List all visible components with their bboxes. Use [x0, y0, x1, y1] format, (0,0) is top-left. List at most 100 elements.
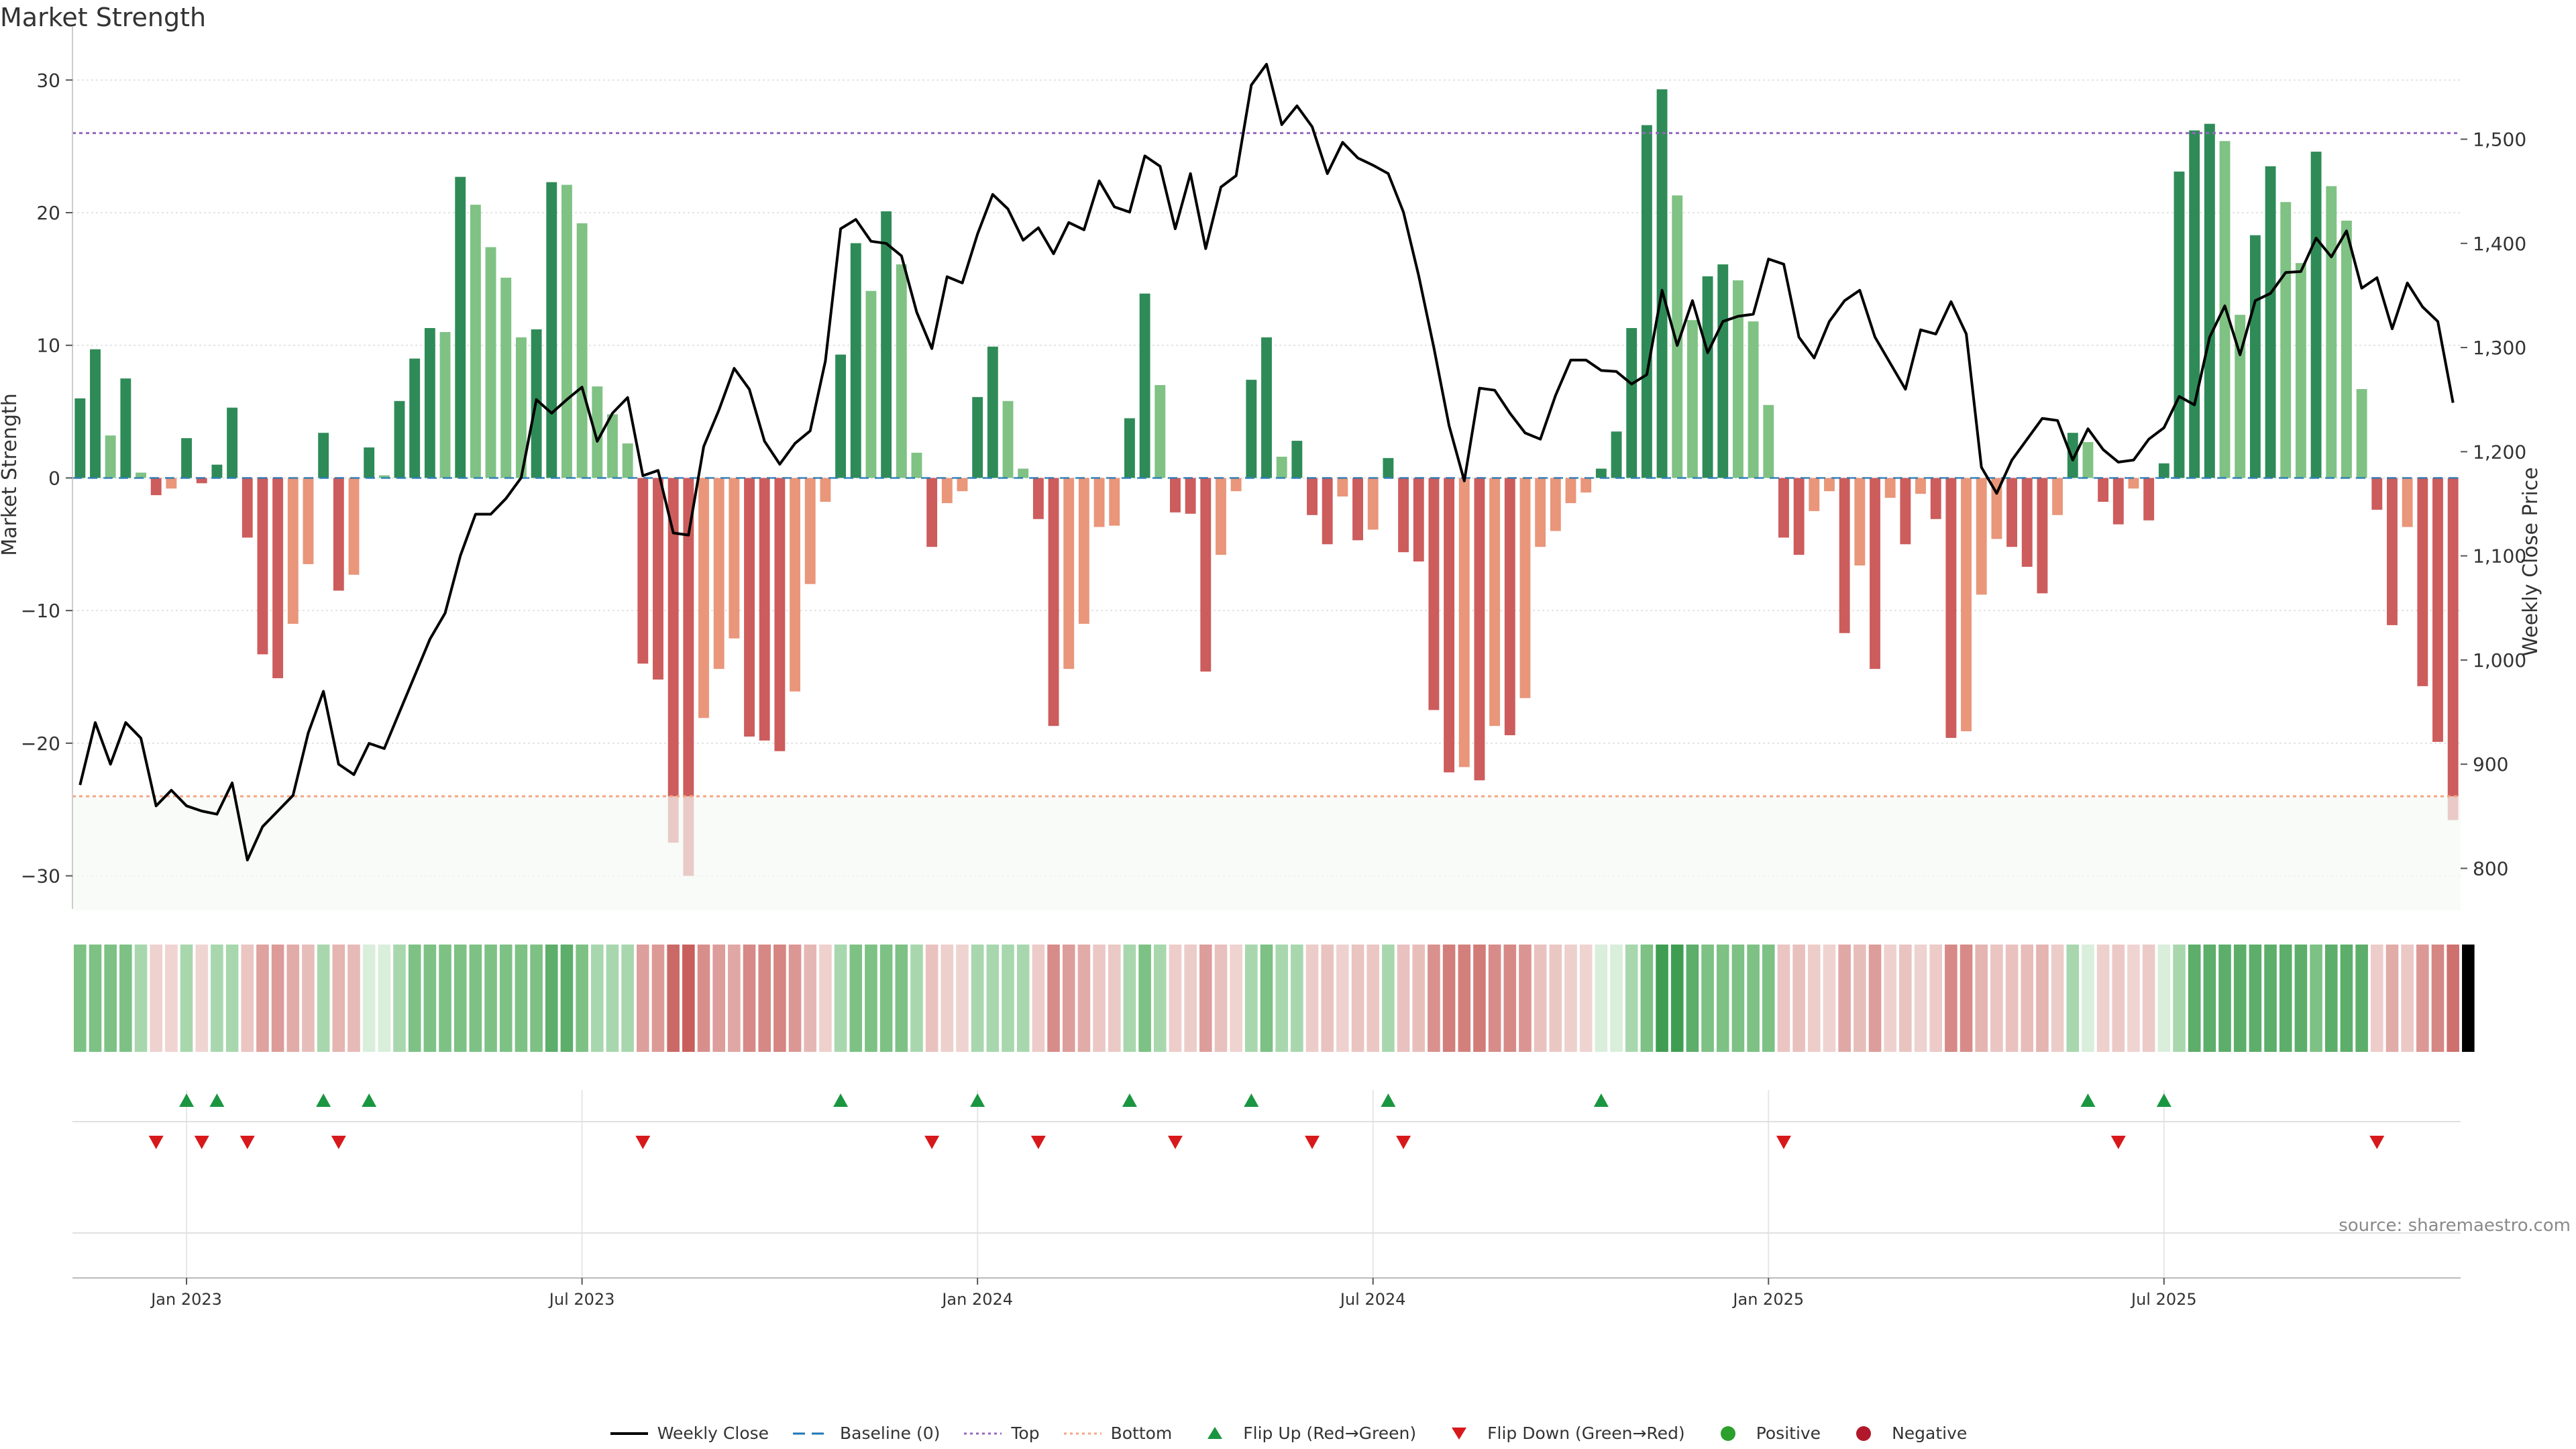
strength-bar	[607, 414, 618, 478]
strength-bar	[1900, 478, 1911, 545]
strength-bar	[120, 378, 131, 478]
strength-bar	[653, 478, 663, 680]
strength-bar	[211, 464, 223, 478]
heat-cell	[758, 945, 771, 1052]
flip-down-marker	[331, 1136, 346, 1149]
heat-cell	[2264, 945, 2277, 1052]
legend-label: Flip Up (Red→Green)	[1243, 1424, 1417, 1443]
heat-cell	[2142, 945, 2155, 1052]
strength-bar	[2280, 202, 2292, 478]
y2-tick-label: 1,100	[2473, 545, 2526, 568]
strength-bar	[881, 211, 892, 478]
flip-up-marker	[2080, 1093, 2096, 1107]
heat-cell	[1002, 945, 1014, 1052]
heat-cell	[180, 945, 193, 1052]
heat-cell	[1579, 945, 1593, 1052]
heat-cell	[1291, 945, 1303, 1052]
heat-cell	[849, 945, 863, 1052]
strength-bar	[2447, 478, 2459, 820]
heat-cell	[637, 945, 649, 1052]
strength-bar	[1352, 478, 1363, 541]
heat-cell	[499, 945, 513, 1052]
strength-bar	[1032, 478, 1044, 519]
strength-bar	[1444, 478, 1455, 773]
flip-up-marker	[179, 1093, 195, 1107]
y2-tick-label: 1,400	[2473, 233, 2526, 255]
heat-cell	[2082, 945, 2094, 1052]
heat-cell	[1260, 945, 1273, 1052]
heat-cell	[1975, 945, 1988, 1052]
strength-bar	[1398, 478, 1409, 553]
heat-cell	[332, 945, 345, 1052]
heat-cell	[302, 945, 315, 1052]
strength-bar	[744, 478, 755, 737]
heat-cell	[378, 945, 391, 1052]
grid-layer	[72, 79, 2461, 1278]
legend-icon	[1720, 1426, 1735, 1441]
heat-cell	[1351, 945, 1364, 1052]
flip-down-marker	[1776, 1136, 1791, 1149]
strength-bar	[561, 184, 572, 478]
heat-cell	[621, 945, 634, 1052]
heat-cell	[2036, 945, 2049, 1052]
strength-bar	[2021, 478, 2033, 567]
heat-cell	[286, 945, 300, 1052]
legend: Weekly Close Baseline (0) Top Bottom Flip Up…	[0, 1424, 2576, 1443]
legend-item: Bottom	[1063, 1424, 1172, 1443]
strength-bar	[1458, 478, 1470, 767]
strength-bar	[1230, 478, 1242, 492]
flip-up-marker	[833, 1093, 849, 1107]
strength-bar	[576, 223, 588, 478]
heat-cell	[469, 945, 482, 1052]
strength-bar	[1565, 478, 1576, 504]
strength-bar	[698, 478, 709, 718]
heat-cell	[1077, 945, 1091, 1052]
heat-cell	[560, 945, 574, 1052]
heat-cell	[1534, 945, 1547, 1052]
strength-bar	[2006, 478, 2018, 547]
heat-cell	[2310, 945, 2322, 1052]
heat-cell	[682, 945, 695, 1052]
heat-cell	[1016, 945, 1030, 1052]
heat-cell	[347, 945, 360, 1052]
strength-bar	[1018, 468, 1029, 478]
heat-cell	[910, 945, 923, 1052]
flip-down-marker	[1030, 1136, 1046, 1149]
strength-bar	[1550, 478, 1561, 531]
strength-bar	[1185, 478, 1196, 514]
flip-down-marker	[1167, 1136, 1183, 1149]
legend-label: Positive	[1756, 1424, 1821, 1443]
strength-bar	[1216, 478, 1226, 555]
heat-cell	[2385, 945, 2399, 1052]
strength-bar	[1611, 431, 1622, 478]
legend-swatch	[1452, 1427, 1467, 1440]
strength-bar	[424, 328, 435, 478]
heat-strip	[74, 945, 2475, 1052]
strength-bar	[1078, 478, 1089, 624]
y2-tick-label: 1,200	[2473, 441, 2526, 463]
heat-cell	[1945, 945, 1957, 1052]
strength-bar	[1884, 478, 1896, 498]
heat-cell	[1564, 945, 1577, 1052]
legend-label: Top	[1011, 1424, 1040, 1443]
heat-cell	[1716, 945, 1729, 1052]
flip-up-marker	[1593, 1093, 1609, 1107]
strength-bar	[1093, 478, 1105, 527]
heat-cell	[1458, 945, 1471, 1052]
strength-bar	[1048, 478, 1059, 727]
strength-bars	[74, 89, 2459, 876]
legend-item: Baseline (0)	[792, 1424, 940, 1443]
heat-cell	[1777, 945, 1790, 1052]
strength-bar	[667, 478, 679, 843]
legend-item: Flip Up (Red→Green)	[1195, 1424, 1416, 1443]
heat-cell	[1108, 945, 1121, 1052]
heat-cell	[423, 945, 437, 1052]
legend-label: Flip Down (Green→Red)	[1487, 1424, 1685, 1443]
flip-down-marker	[148, 1136, 164, 1149]
flip-up-marker	[1244, 1093, 1259, 1107]
heat-cell	[1473, 945, 1486, 1052]
strength-bar	[1276, 456, 1287, 478]
strength-bar	[364, 447, 375, 478]
axes: −30 −20 −10 0 10 20 30 Market Strength 800 900 1,0…	[0, 27, 2542, 909]
strength-bar	[1307, 478, 1318, 515]
